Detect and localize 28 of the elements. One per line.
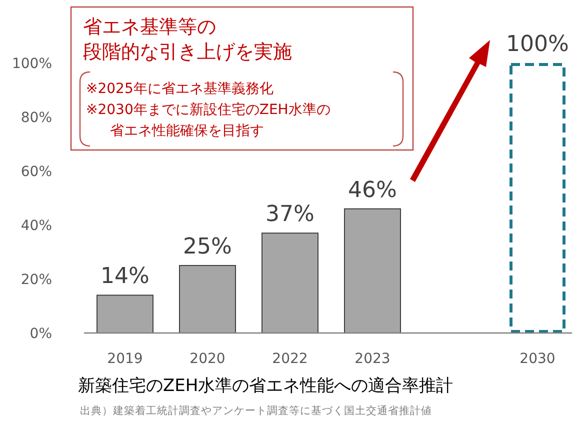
annotation: 省エネ性能確保を目指す — [110, 123, 264, 139]
bar — [96, 294, 154, 334]
bar — [262, 232, 318, 334]
text: 省エネ基準等の — [83, 16, 216, 38]
bar — [344, 208, 401, 334]
text: 新築住宅のZEH水準の省エネ性能への適合率推計 — [78, 376, 454, 396]
x-tick-label: 2030 — [520, 351, 556, 367]
data-label: 25% — [183, 234, 232, 260]
data-label: 37% — [266, 202, 314, 228]
y-tick-label: 100% — [12, 56, 52, 72]
y-tick-label: 60% — [20, 164, 52, 180]
x-tick-label: 2020 — [190, 351, 226, 367]
x-tick-label: 2022 — [272, 351, 308, 367]
data-label: 46% — [348, 178, 397, 203]
y-tick-label: 40% — [20, 218, 52, 234]
annotation: ※2025年に省エネ基準義務化 — [86, 81, 274, 97]
y-tick-label: 20% — [20, 272, 52, 288]
data-label: 100% — [506, 32, 569, 57]
bar — [179, 265, 236, 334]
y-tick-label: 80% — [20, 110, 52, 126]
annotation: ※2030年までに新設住宅のZEH水準の — [86, 102, 330, 118]
text: 段階的な引き上げを実施 — [83, 41, 292, 63]
source-note: 出典）建築着工統計調査やアンケート調査等に基づく国土交通省推計値 — [80, 404, 432, 417]
data-label: 14% — [100, 264, 150, 290]
y-tick-label: 0% — [30, 326, 52, 342]
x-tick-label: 2019 — [107, 351, 143, 367]
bar — [510, 63, 566, 333]
x-tick-label: 2023 — [354, 351, 390, 367]
